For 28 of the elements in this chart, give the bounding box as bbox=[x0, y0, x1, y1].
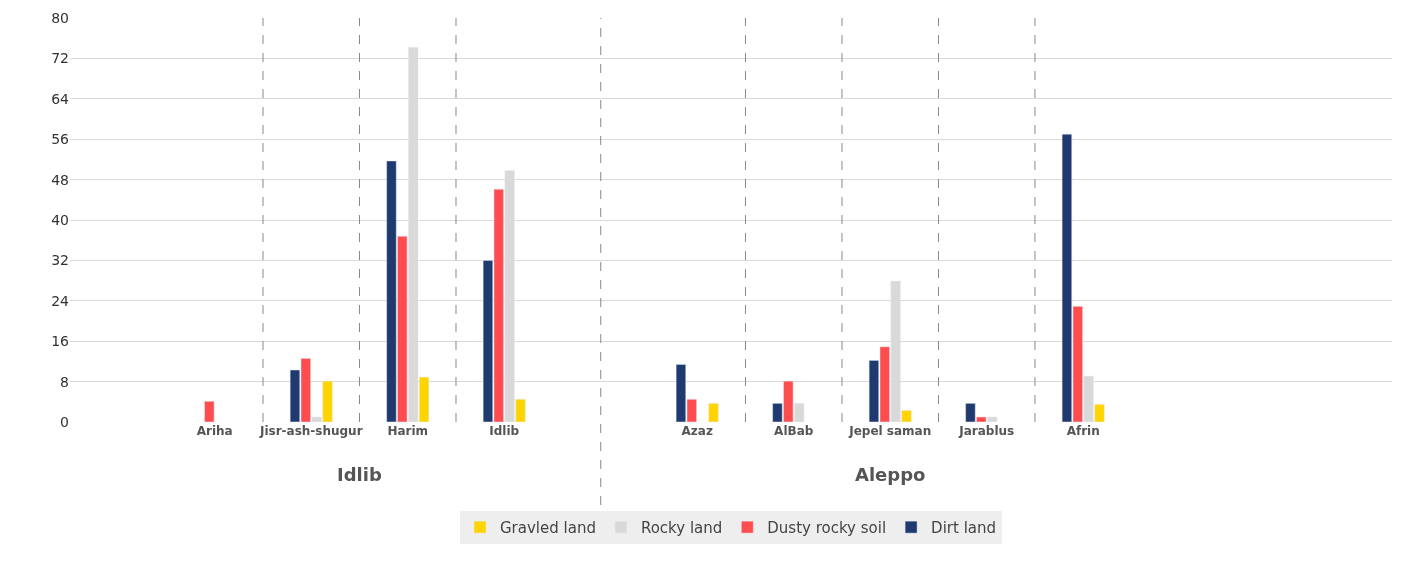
x-tick-label: Harim bbox=[387, 424, 429, 438]
y-tick-label: 72 bbox=[51, 50, 69, 67]
y-tick-label: 24 bbox=[51, 292, 70, 309]
x-tick-label: Azaz bbox=[681, 424, 713, 438]
x-tick-label: Jepel saman bbox=[848, 424, 932, 438]
legend-label: Dusty rocky soil bbox=[767, 518, 887, 537]
x-tick-label: Jarablus bbox=[958, 424, 1015, 438]
y-tick-label: 80 bbox=[51, 9, 69, 26]
legend-label: Dirt land bbox=[931, 518, 997, 537]
x-tick-label: Ariha bbox=[196, 424, 233, 438]
y-tick-label: 40 bbox=[51, 211, 69, 228]
y-tick-label: 48 bbox=[51, 171, 69, 188]
bar bbox=[204, 401, 215, 422]
x-tick-label: Jisr-ash-shugur bbox=[258, 424, 363, 438]
text: Idlib bbox=[337, 464, 382, 485]
y-tick-label: 32 bbox=[51, 252, 69, 269]
bar bbox=[708, 403, 719, 422]
y-tick-label: 0 bbox=[60, 413, 69, 430]
y-tick-label: 56 bbox=[51, 131, 70, 148]
x-tick-label: AlBab bbox=[774, 424, 814, 438]
text: Aleppo bbox=[855, 464, 926, 485]
y-tick-label: 16 bbox=[51, 333, 70, 350]
x-tick-label: Afrin bbox=[1066, 424, 1100, 438]
legend-label: Gravled land bbox=[500, 518, 596, 537]
y-tick-label: 64 bbox=[51, 90, 70, 107]
x-tick-label: Idlib bbox=[489, 424, 520, 438]
legend-label: Rocky land bbox=[640, 518, 723, 537]
y-tick-label: 8 bbox=[60, 373, 69, 390]
